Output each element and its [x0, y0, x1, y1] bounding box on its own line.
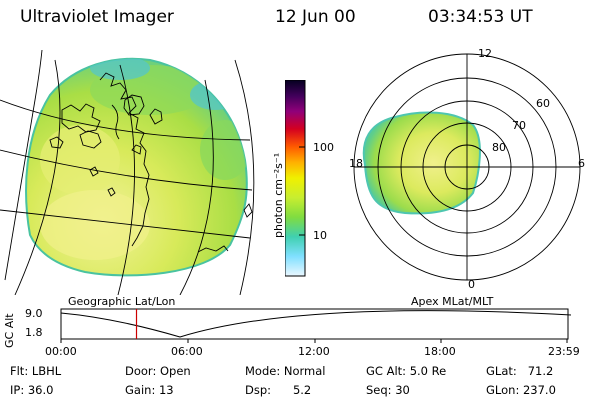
- timeline-xtick-4: 23:59: [548, 345, 580, 358]
- polar-grid: [353, 53, 581, 281]
- lat-label-80: 80: [492, 141, 506, 154]
- info-seq: Seq: 30: [366, 383, 410, 397]
- mlt-label-12: 12: [478, 47, 492, 60]
- colorbar-tick-10: 10: [313, 229, 327, 242]
- timeline-xtick-1: 06:00: [171, 345, 203, 358]
- colorbar-tick-100: 100: [313, 141, 334, 154]
- map-grid: [0, 49, 255, 295]
- colorbar-label: photon cm⁻²s⁻¹: [272, 152, 285, 238]
- aurora-oval: [362, 111, 481, 215]
- altitude-timeline: [60, 308, 572, 343]
- info-glon: GLon: 237.0: [486, 383, 556, 397]
- time-label: 03:34:53 UT: [428, 7, 533, 27]
- info-door: Door: Open: [125, 364, 191, 378]
- aurora-image: [25, 57, 248, 277]
- timeline-xtick-3: 18:00: [424, 345, 456, 358]
- left-panel-caption: Geographic Lat/Lon: [68, 295, 176, 308]
- date-label: 12 Jun 00: [275, 7, 356, 27]
- info-glat: GLat: 71.2: [486, 364, 554, 378]
- mlt-label-18: 18: [349, 157, 363, 170]
- timeline-xtick-2: 12:00: [298, 345, 330, 358]
- window-title: Ultraviolet Imager: [20, 7, 174, 27]
- colorbar: [285, 80, 306, 277]
- mlt-label-6: 6: [578, 157, 585, 170]
- info-filter: Flt: LBHL: [10, 364, 62, 378]
- geographic-image-panel: [0, 49, 255, 295]
- info-gc-alt: GC Alt: 5.0 Re: [366, 364, 447, 378]
- coastlines: [49, 72, 253, 253]
- lat-label-60: 60: [536, 97, 550, 110]
- info-ip: IP: 36.0: [10, 383, 54, 397]
- timeline-xtick-0: 00:00: [45, 345, 77, 358]
- mlt-label-0: 0: [468, 278, 475, 291]
- timeline-ytick-high: 9.0: [25, 307, 43, 320]
- timeline-ylabel: GC Alt: [3, 313, 16, 348]
- lat-label-70: 70: [512, 119, 526, 132]
- right-panel-caption: Apex MLat/MLT: [411, 295, 494, 308]
- polar-plot: [353, 53, 581, 281]
- info-dsp: Dsp: 5.2: [245, 383, 312, 397]
- info-mode: Mode: Normal: [245, 364, 326, 378]
- timeline-ytick-low: 1.8: [25, 326, 43, 339]
- info-gain: Gain: 13: [125, 383, 174, 397]
